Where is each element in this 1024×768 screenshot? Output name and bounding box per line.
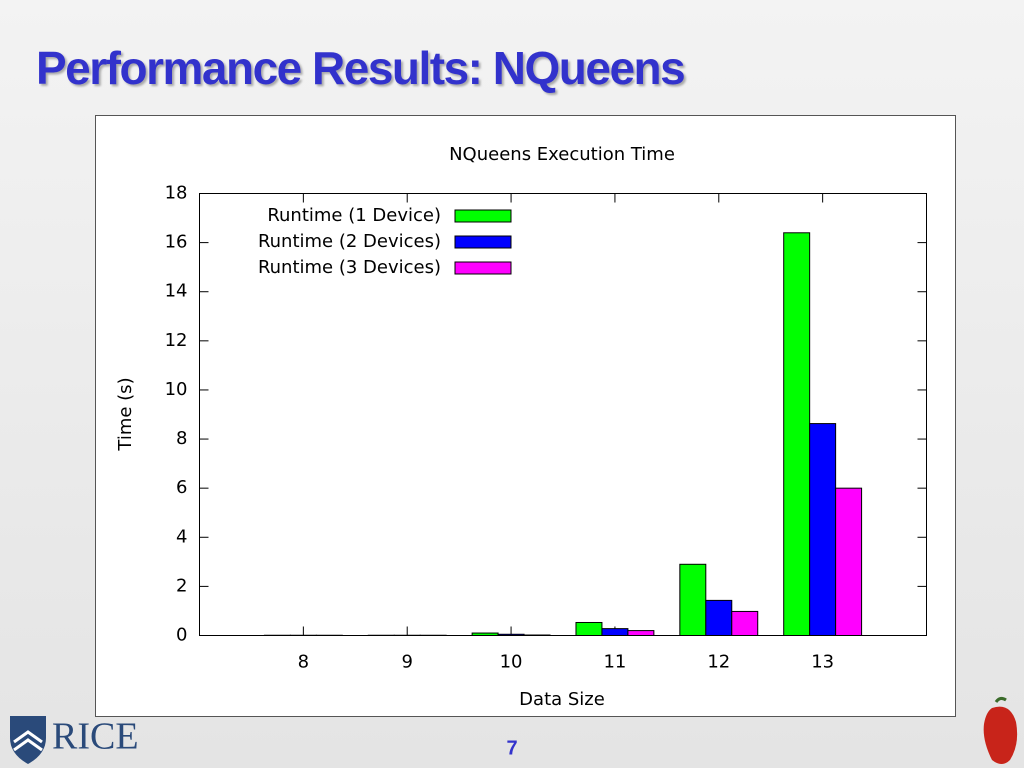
y-tick-label: 0 [176, 625, 187, 646]
rice-logo: RICE [10, 716, 139, 764]
bar [471, 632, 499, 636]
legend-swatch [454, 235, 512, 249]
y-tick-label: 6 [176, 477, 187, 498]
y-tick-label: 2 [176, 575, 187, 596]
x-tick-label: 12 [707, 652, 730, 673]
legend-swatch [454, 261, 512, 275]
x-tick-label: 11 [603, 652, 626, 673]
y-tick-label: 18 [165, 183, 188, 204]
legend-swatch [454, 209, 512, 223]
pepper-body [983, 706, 1018, 764]
slide-title: Performance Results: NQueens [36, 42, 684, 94]
page-number: 7 [506, 737, 517, 759]
legend-label: Runtime (2 Devices) [258, 231, 441, 252]
pepper-icon [983, 696, 1018, 764]
bar [809, 423, 837, 636]
legend-label: Runtime (3 Devices) [258, 257, 441, 278]
x-tick-label: 13 [811, 652, 834, 673]
bar [835, 487, 863, 636]
y-tick-label: 4 [176, 526, 187, 547]
plot-border [199, 193, 927, 636]
chart-title: NQueens Execution Time [449, 144, 675, 165]
legend-label: Runtime (1 Device) [267, 205, 441, 226]
bar [783, 232, 811, 637]
bar [627, 630, 655, 636]
y-tick-label: 8 [176, 428, 187, 449]
bar [497, 633, 525, 636]
y-tick-label: 14 [165, 281, 188, 302]
logo-text: RICE [52, 716, 139, 758]
logo-chevrons [13, 730, 43, 752]
bar [705, 599, 733, 637]
y-tick-label: 12 [165, 330, 188, 351]
x-tick-label: 9 [401, 652, 412, 673]
y-tick-label: 16 [165, 232, 188, 253]
bar [679, 563, 707, 636]
bar [575, 621, 603, 636]
y-axis-label: Time (s) [115, 377, 136, 451]
x-tick-label: 10 [500, 652, 523, 673]
bar [601, 628, 629, 637]
pepper-stem [994, 696, 1007, 703]
y-tick-label: 10 [165, 379, 188, 400]
x-axis-label: Data Size [519, 689, 605, 710]
bar [731, 610, 759, 636]
x-tick-label: 8 [298, 652, 309, 673]
